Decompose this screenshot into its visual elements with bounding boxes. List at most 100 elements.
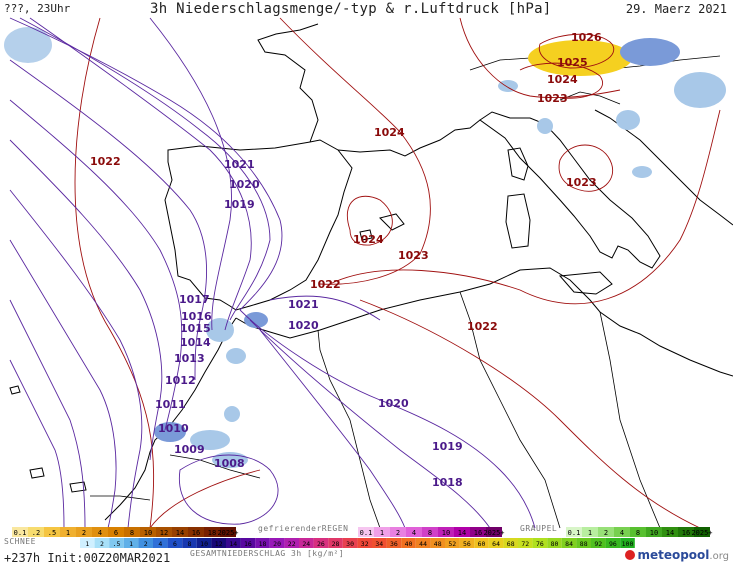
legend-swatch-freezing_rain [470, 527, 486, 537]
isobar-label: 1025 [557, 56, 588, 69]
legend-tick-graupel: 2025+ [691, 529, 712, 537]
legend-swatch-total [372, 538, 387, 548]
isobar-label: 1022 [467, 320, 498, 333]
legend-tick-snow: .2 [32, 529, 40, 537]
isobar-label: 1019 [224, 198, 255, 211]
legend-swatch-total [123, 538, 139, 548]
isobar-label: 1018 [432, 476, 463, 489]
legend-swatch-total [138, 538, 153, 548]
legend-freezing-rain-title: gefrierenderREGEN [258, 524, 349, 533]
isobar-label: 1020 [229, 178, 260, 191]
legend-swatch-total [109, 538, 124, 548]
legend-tick-total: 96 [609, 540, 617, 548]
legend-tick-total: 44 [419, 540, 427, 548]
coastlines [9, 23, 733, 529]
precipitation-areas [4, 27, 726, 468]
legend-swatch-snow [172, 527, 188, 537]
legend-swatch-total [459, 538, 475, 548]
legend-swatch-snow [220, 527, 236, 537]
legend-swatch-snow [140, 527, 156, 537]
isobars-low [9, 17, 536, 529]
legend-swatch-total [415, 538, 431, 548]
legend-swatch-total [591, 538, 606, 548]
isobar-label: 1021 [224, 158, 255, 171]
init-run-label: +237h Init:00Z20MAR2021 [4, 551, 171, 565]
legend-tick-graupel: 0.1 [568, 529, 581, 537]
isobar-label: 1008 [214, 457, 245, 470]
legend-swatch-total [620, 538, 635, 548]
legend-tick-snow: 16 [192, 529, 200, 537]
legend-swatch-graupel [582, 527, 598, 537]
legend-tick-total: 84 [565, 540, 573, 548]
legend-swatch-total [269, 538, 285, 548]
legend-swatch-freezing_rain [486, 527, 502, 537]
logo-dot-icon [625, 550, 636, 560]
legend-tick-freezing_rain: 14 [458, 529, 466, 537]
legend-swatch-total [80, 538, 95, 548]
legend-swatch-freezing_rain [422, 527, 438, 537]
legend-total-title: GESAMTNIEDERSCHLAG 3h [kg/m²] [190, 549, 345, 558]
legend-swatch-total [547, 538, 562, 548]
legend-swatch-total [255, 538, 270, 548]
legend-tick-snow: 2 [82, 529, 86, 537]
legend-swatch-total [299, 538, 314, 548]
legend-tick-graupel: 1 [588, 529, 592, 537]
isobar-label: 1013 [174, 352, 205, 365]
legend-tick-snow: 12 [160, 529, 168, 537]
legend-swatch-snow [92, 527, 108, 537]
legend-tick-graupel: 14 [666, 529, 674, 537]
logo-suffix: .org [709, 551, 729, 562]
legend-tick-freezing_rain: 1 [380, 529, 384, 537]
legend-graupel-title: GRAUPEL [520, 524, 558, 533]
legend-tick-freezing_rain: 16 [474, 529, 482, 537]
isobar-label: 1023 [537, 92, 568, 105]
isobar-label: 1024 [353, 233, 384, 246]
legend-swatch-total [313, 538, 329, 548]
legend-tick-total: 16 [244, 540, 252, 548]
legend-tick-snow: 4 [98, 529, 102, 537]
legend-swatch-snow [76, 527, 92, 537]
legend-swatch-graupel [598, 527, 614, 537]
legend-tick-freezing_rain: 4 [412, 529, 416, 537]
legend-tick-total: 92 [594, 540, 602, 548]
isobar-label: 1014 [180, 336, 211, 349]
legend-tick-snow: 1 [66, 529, 70, 537]
legend-tick-total: 12 [215, 540, 223, 548]
legend-swatch-total [226, 538, 241, 548]
legend-swatch-total [488, 538, 504, 548]
legend-tick-total: 22 [288, 540, 296, 548]
isobar-label: 1021 [288, 298, 319, 311]
legend-tick-total: 64 [492, 540, 500, 548]
legend-tick-total: 28 [332, 540, 340, 548]
legend-tick-snow: 18 [208, 529, 216, 537]
legend-tick-total: 80 [551, 540, 559, 548]
legend-swatch-snow [188, 527, 204, 537]
legend-tick-total: 18 [259, 540, 267, 548]
legend-tick-snow: 10 [144, 529, 152, 537]
legend-tick-snow: 6 [114, 529, 118, 537]
legend-swatch-snow [204, 527, 220, 537]
legend-swatch-total [211, 538, 226, 548]
legend-tick-total: 40 [405, 540, 413, 548]
valid-time-label: ???, 23Uhr [4, 2, 71, 15]
legend-swatch-total [240, 538, 256, 548]
legend-tick-total: 100 [622, 540, 634, 548]
legend-swatch-snow [124, 527, 140, 537]
isobar-label: 1016 [181, 310, 212, 323]
legend-tick-total: 2 [144, 540, 148, 548]
legend-tick-freezing_rain: 8 [428, 529, 432, 537]
legend-swatch-total [430, 538, 445, 548]
legend-tick-snow: .5 [48, 529, 56, 537]
legend-swatch-total [605, 538, 621, 548]
isobar-label: 1020 [288, 319, 319, 332]
isobar-label: 1019 [432, 440, 463, 453]
legend-tick-total: 32 [361, 540, 369, 548]
isobar-label: 1023 [398, 249, 429, 262]
legend-swatch-graupel [694, 527, 710, 537]
legend-swatch-total [284, 538, 299, 548]
legend-swatch-total [576, 538, 591, 548]
logo-text: meteopool [637, 548, 710, 562]
legend-swatch-graupel [646, 527, 662, 537]
meteopool-logo[interactable]: meteopool.org [625, 548, 729, 562]
legend-tick-total: 68 [507, 540, 515, 548]
